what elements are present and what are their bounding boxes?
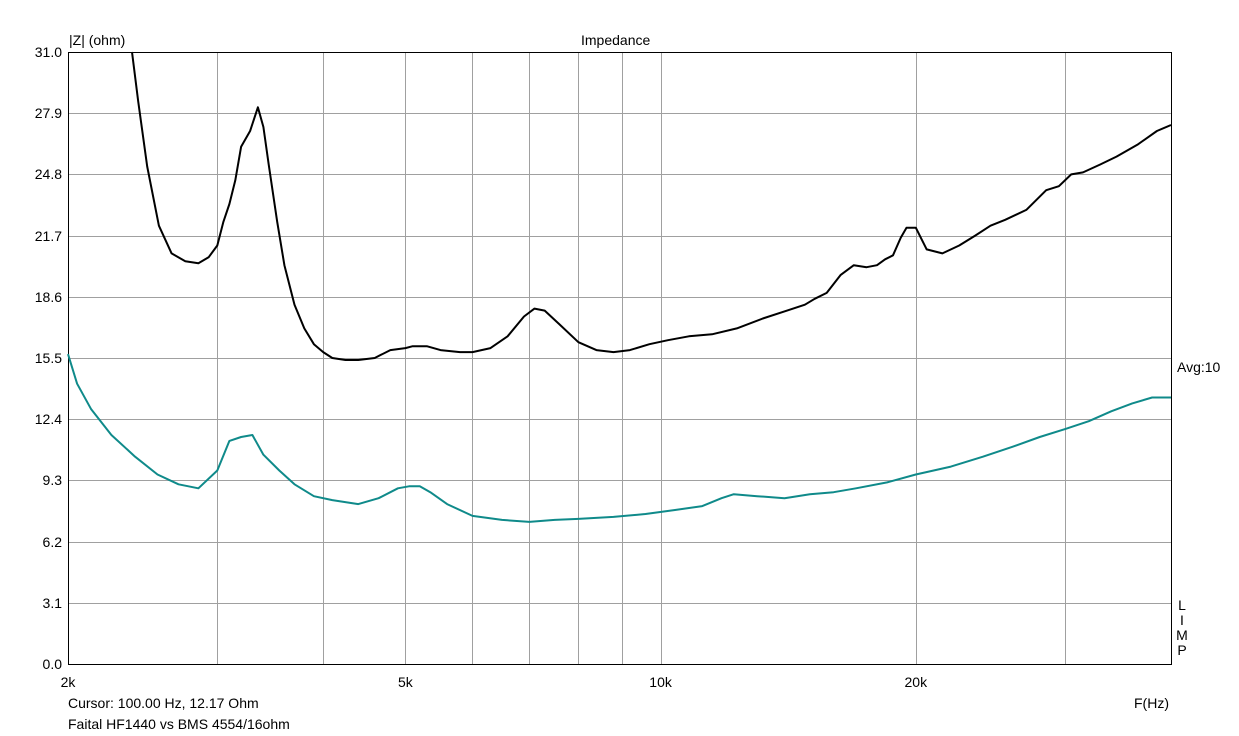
x-tick-label-1: 5k [397, 674, 413, 690]
side-letter-1: I [1180, 612, 1184, 628]
x-axis-label: F(Hz) [1134, 695, 1169, 711]
side-letter-2: M [1176, 627, 1188, 643]
y-tick-label-1: 27.9 [34, 105, 62, 122]
y-tick-label-8: 6.2 [42, 533, 62, 550]
grid-lines [68, 52, 1172, 665]
y-tick-label-5: 15.5 [34, 350, 62, 366]
side-letter-3: P [1177, 642, 1187, 658]
y-tick-label-9: 3.1 [42, 594, 62, 611]
y-tick-label-7: 9.3 [42, 472, 62, 489]
x-tick-label-2: 10k [649, 674, 672, 690]
series-line-0 [131, 51, 1172, 361]
y-tick-label-6: 12.4 [34, 411, 62, 428]
y-tick-label-3: 21.7 [34, 227, 62, 244]
x-tick-label-3: 20k [904, 674, 928, 690]
chart-caption: Faital HF1440 vs BMS 4554/16ohm [68, 716, 290, 732]
y-axis-label: |Z| (ohm) [69, 32, 126, 48]
y-tick-label-4: 18.6 [34, 288, 62, 305]
x-tick-label-0: 2k [60, 674, 76, 690]
cursor-readout: Cursor: 100.00 Hz, 12.17 Ohm [68, 695, 259, 711]
avg-label: Avg:10 [1177, 359, 1221, 375]
y-tick-label-0: 31.0 [34, 44, 62, 60]
series-layer [67, 51, 1172, 523]
y-tick-label-2: 24.8 [34, 166, 62, 183]
side-letter-0: L [1178, 597, 1186, 613]
chart-title: Impedance [581, 32, 651, 48]
y-tick-label-10: 0.0 [42, 656, 62, 672]
series-line-1 [67, 353, 1171, 523]
